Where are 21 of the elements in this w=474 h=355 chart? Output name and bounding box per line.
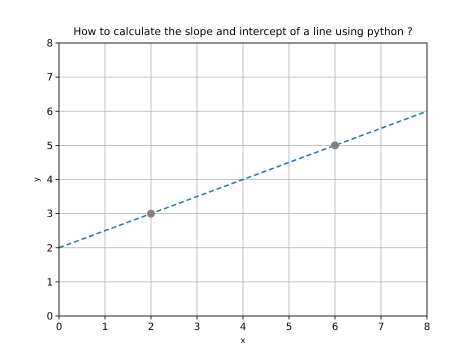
x-tick-label: 3: [194, 322, 200, 333]
x-tick-label: 2: [148, 322, 154, 333]
y-tick-label: 5: [46, 140, 53, 152]
x-tick-label: 5: [286, 322, 292, 333]
y-tick-label: 2: [46, 243, 53, 254]
y-tick-label: 1: [46, 277, 53, 288]
x-axis-title: x: [240, 336, 246, 345]
x-tick-label: 6: [332, 322, 338, 333]
y-tick-label: 8: [46, 38, 53, 50]
y-tick-label: 6: [46, 106, 53, 118]
y-tick-label: 0: [46, 312, 53, 322]
x-tick-label: 8: [424, 322, 430, 333]
x-tick-label: 7: [378, 322, 384, 333]
x-tick-label: 0: [56, 322, 62, 333]
y-tick-label: 7: [46, 72, 53, 84]
x-tick-label: 4: [240, 322, 246, 333]
x-tick-label: 1: [102, 322, 108, 333]
y-axis-title: y: [32, 176, 41, 182]
y-tick-label: 3: [46, 209, 53, 220]
y-tick-label: 4: [46, 175, 53, 186]
chart-title: How to calculate the slope and intercept of a line using python ?: [73, 26, 413, 38]
